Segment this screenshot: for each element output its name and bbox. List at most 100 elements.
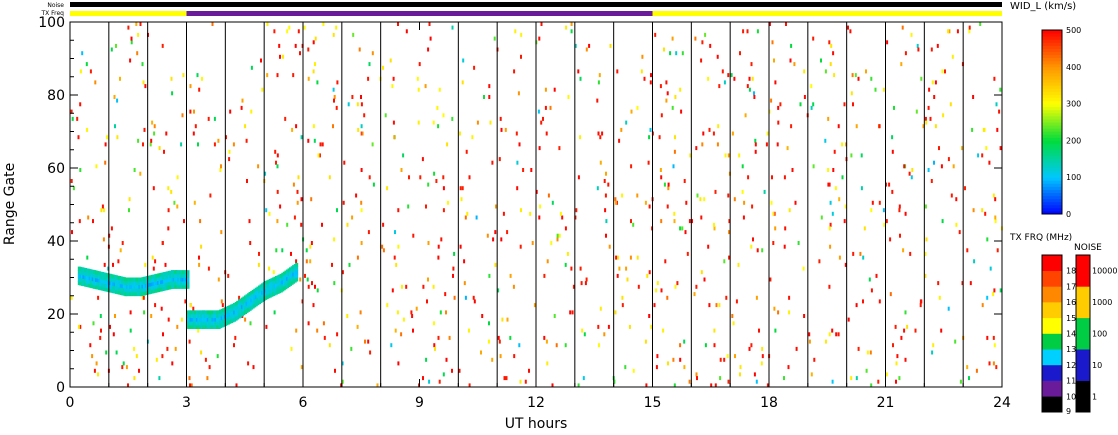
echo-band-point <box>143 284 146 289</box>
echo-band-point <box>115 286 118 291</box>
echo-band-point <box>88 276 92 281</box>
echo-point <box>368 175 371 180</box>
echo-band-point <box>178 277 182 282</box>
echo-point <box>405 29 408 34</box>
echo-point <box>558 233 561 238</box>
echo-band-point <box>236 300 240 305</box>
echo-point <box>498 157 501 162</box>
echo-point <box>463 281 466 286</box>
echo-point <box>820 215 823 220</box>
echo-point <box>533 303 536 308</box>
echo-point <box>397 22 399 26</box>
echo-point <box>489 120 492 125</box>
echo-point <box>934 124 937 129</box>
echo-point <box>305 259 308 264</box>
width-colorbar-segment <box>1042 42 1062 46</box>
echo-point <box>543 335 546 340</box>
echo-point <box>305 248 308 253</box>
echo-point <box>127 25 130 30</box>
echo-band-point <box>135 288 139 293</box>
echo-band-point <box>178 281 182 286</box>
echo-point <box>847 25 849 30</box>
echo-point <box>245 138 248 143</box>
y-axis-label: Range Gate <box>2 163 18 245</box>
echo-band-point <box>216 314 219 318</box>
echo-band-point <box>125 281 129 286</box>
echo-point <box>869 350 872 355</box>
echo-point <box>750 343 753 348</box>
echo-point <box>442 113 445 118</box>
echo-band-point <box>228 312 232 317</box>
echo-point <box>577 383 580 388</box>
echo-point <box>461 80 464 85</box>
echo-point <box>279 54 281 59</box>
width-colorbar-segment <box>1042 198 1062 203</box>
echo-band-point <box>93 277 97 282</box>
echo-band-point <box>216 324 219 329</box>
echo-point <box>77 324 80 329</box>
echo-point <box>776 142 779 147</box>
echo-band-point <box>212 314 216 318</box>
echo-point <box>397 208 400 213</box>
echo-point <box>506 230 509 235</box>
echo-point <box>728 230 731 235</box>
echo-point <box>708 303 711 308</box>
echo-point <box>919 303 922 308</box>
echo-point <box>428 22 431 26</box>
echo-point <box>570 22 573 26</box>
echo-band-point <box>285 280 289 285</box>
echo-point <box>86 255 89 260</box>
echo-band-point <box>242 300 246 305</box>
echo-band-point <box>79 277 83 282</box>
y-tick-label: 80 <box>47 88 65 104</box>
echo-point <box>891 135 894 140</box>
echo-point <box>597 131 600 136</box>
echo-point <box>803 95 806 99</box>
width-colorbar-segment <box>1042 131 1062 135</box>
echo-point <box>637 284 640 289</box>
echo-point <box>954 339 957 344</box>
width-colorbar-segment <box>1042 137 1062 141</box>
echo-band-point <box>292 272 296 277</box>
width-colorbar-segment <box>1042 82 1062 86</box>
width-colorbar-segment <box>1042 85 1062 89</box>
echo-point <box>208 365 211 370</box>
echo-point <box>233 343 235 348</box>
echo-point <box>707 244 710 249</box>
echo-point <box>346 222 349 227</box>
echo-band-point <box>265 280 269 285</box>
echo-point <box>750 244 753 249</box>
echo-point <box>92 219 94 224</box>
echo-point <box>827 168 830 172</box>
echo-point <box>713 328 716 333</box>
echo-band-point <box>149 286 153 291</box>
echo-point <box>468 328 470 333</box>
echo-point <box>667 361 669 366</box>
width-colorbar-segment <box>1042 125 1062 129</box>
echo-band-point <box>88 269 92 274</box>
echo-point <box>650 324 653 329</box>
echo-point <box>546 259 549 264</box>
echo-point <box>723 357 726 362</box>
echo-band-point <box>271 292 275 297</box>
echo-point <box>914 328 917 333</box>
width-colorbar-segment <box>1042 161 1062 166</box>
echo-point <box>681 226 684 231</box>
txfreq-colorbar-tick: 15 <box>1066 314 1076 323</box>
echo-point <box>279 204 282 209</box>
echo-point <box>130 36 133 41</box>
echo-band-point <box>245 294 249 299</box>
echo-point <box>701 142 704 147</box>
echo-point <box>112 262 114 267</box>
y-tick-label: 40 <box>47 234 65 250</box>
echo-point <box>732 321 735 326</box>
width-colorbar-tick: 300 <box>1066 100 1081 109</box>
echo-point <box>855 124 858 129</box>
echo-point <box>961 146 964 151</box>
echo-point <box>304 273 306 278</box>
echo-point <box>608 244 611 249</box>
echo-point <box>293 215 296 220</box>
echo-point <box>777 105 780 110</box>
echo-point <box>102 237 105 242</box>
